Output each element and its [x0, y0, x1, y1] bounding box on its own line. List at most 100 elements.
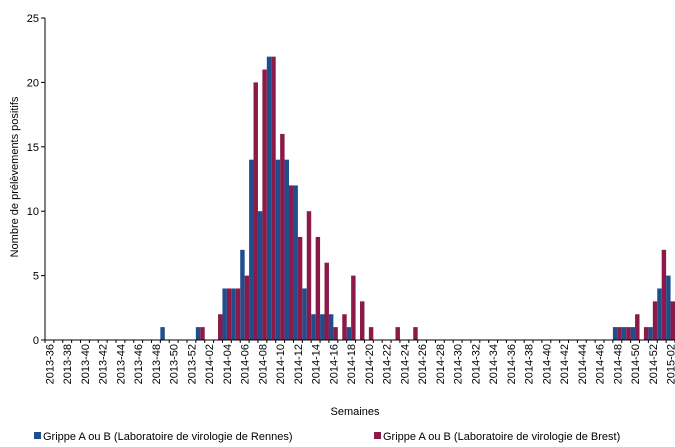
- bar-brest-2014-19: [360, 301, 365, 340]
- bar-rennes-2014-12: [293, 185, 298, 340]
- bar-rennes-2014-18: [346, 327, 352, 340]
- x-tick-label: 2014-28: [435, 344, 447, 384]
- x-tick-label: 2014-22: [382, 344, 394, 384]
- x-tick-label: 2014-02: [204, 344, 216, 384]
- tick-labels: 0 5 10 15 20 25 2013-36 2013-38 2013-40 2013-42 20…: [27, 13, 675, 384]
- bar-rennes-2014-50: [630, 327, 636, 340]
- x-axis-label: Semaines: [331, 406, 380, 418]
- x-tick-label: 2014-32: [470, 344, 482, 384]
- bar-brest-2014-51: [643, 327, 649, 340]
- legend-label-brest: Grippe A ou B (Laboratoire de virologie …: [383, 431, 620, 443]
- x-tick-label: 2013-42: [98, 344, 110, 384]
- axes: [41, 17, 675, 343]
- x-tick-label: 2014-42: [559, 344, 571, 384]
- y-tick-label: 20: [27, 77, 39, 89]
- x-tick-label: 2014-08: [257, 344, 269, 384]
- x-tick-label: 2015-02: [666, 344, 675, 384]
- x-tick-label: 2014-14: [311, 344, 323, 384]
- bar-rennes-2014-07: [249, 159, 254, 340]
- bar-rennes-2013-49: [160, 327, 165, 340]
- bar-brest-2014-04: [226, 288, 232, 340]
- bar-rennes-2014-13: [302, 288, 307, 340]
- bar-brest-2014-09: [271, 56, 276, 340]
- bar-brest-2014-49: [626, 327, 631, 340]
- x-tick-label: 2013-38: [62, 344, 74, 384]
- bar-brest-2014-23: [395, 327, 400, 340]
- bar-brest-2014-25: [413, 327, 418, 340]
- bar-rennes-2015-01: [657, 288, 662, 340]
- bar-rennes-2015-02: [666, 275, 671, 340]
- x-tick-label: 2014-48: [612, 344, 624, 384]
- x-tick-label: 2014-36: [506, 344, 518, 384]
- bar-brest-2014-15: [324, 262, 329, 340]
- bar-brest-2014-17: [342, 314, 347, 340]
- x-tick-label: 2014-16: [328, 344, 340, 384]
- bar-rennes-2014-06: [240, 249, 245, 340]
- x-tick-label: 2013-46: [133, 344, 145, 384]
- y-tick-label: 10: [27, 206, 39, 218]
- legend: Grippe A ou B (Laboratoire de virologie …: [34, 431, 620, 443]
- bar-brest-2014-52: [652, 301, 658, 340]
- bar-brest-2014-01: [200, 327, 205, 340]
- x-tick-label: 2014-20: [364, 344, 376, 384]
- x-tick-label: 2014-18: [346, 344, 358, 384]
- bar-brest-2014-13: [306, 211, 312, 340]
- x-tick-label: 2013-44: [115, 344, 127, 384]
- bar-rennes-2014-49: [621, 327, 627, 340]
- x-tick-label: 2014-40: [541, 344, 553, 384]
- bar-brest-2014-48: [617, 327, 622, 340]
- x-tick-label: 2014-06: [240, 344, 252, 384]
- bar-rennes-2014-14: [311, 314, 316, 340]
- legend-swatch-rennes: [34, 432, 41, 439]
- bar-rennes-2014-11: [284, 159, 290, 340]
- bar-rennes-2014-10: [275, 159, 281, 340]
- x-tick-label: 2014-26: [417, 344, 429, 384]
- bar-rennes-2014-09: [266, 56, 272, 340]
- bar-brest-2014-10: [280, 133, 285, 340]
- bar-brest-2014-08: [262, 69, 267, 341]
- x-tick-label: 2014-46: [595, 344, 607, 384]
- x-tick-label: 2014-04: [222, 344, 234, 384]
- bar-rennes-2014-48: [612, 327, 618, 340]
- bar-brest-2014-16: [333, 327, 338, 340]
- y-tick-label: 5: [33, 271, 39, 283]
- x-tick-label: 2013-52: [186, 344, 198, 384]
- x-tick-label: 2014-24: [399, 344, 411, 384]
- bar-rennes-2014-01: [195, 327, 201, 340]
- bar-brest-2014-18: [351, 275, 356, 340]
- x-tick-label: 2014-12: [293, 344, 305, 384]
- bars: [160, 56, 675, 341]
- y-axis-label: Nombre de prélèvements positifs: [9, 96, 21, 257]
- bar-brest-2014-07: [253, 82, 258, 341]
- legend-swatch-brest: [374, 432, 381, 439]
- y-tick-label: 0: [33, 335, 39, 347]
- bar-brest-2015-02: [670, 301, 675, 340]
- bar-brest-2014-12: [297, 236, 303, 340]
- y-tick-label: 15: [27, 142, 39, 154]
- x-tick-label: 2013-40: [80, 344, 92, 384]
- bar-rennes-2014-05: [231, 288, 236, 340]
- x-tick-label: 2014-38: [524, 344, 536, 384]
- bar-brest-2014-20: [368, 327, 374, 340]
- x-tick-label: 2014-44: [577, 344, 589, 384]
- y-tick-label: 25: [27, 13, 39, 25]
- x-tick-label: 2014-30: [453, 344, 465, 384]
- bar-brest-2014-06: [244, 275, 250, 340]
- x-tick-label: 2013-36: [44, 344, 56, 384]
- bar-rennes-2014-15: [320, 314, 325, 340]
- bar-brest-2014-11: [289, 185, 294, 340]
- x-tick-label: 2013-48: [151, 344, 163, 384]
- x-tick-label: 2014-52: [648, 344, 660, 384]
- x-tick-label: 2014-50: [630, 344, 642, 384]
- bar-brest-2014-14: [315, 236, 321, 340]
- x-tick-label: 2014-34: [488, 344, 500, 384]
- bar-brest-2014-50: [635, 314, 640, 340]
- bar-rennes-2014-08: [257, 211, 263, 340]
- bar-rennes-2014-52: [648, 327, 653, 340]
- bar-brest-2015-01: [661, 249, 667, 340]
- bar-brest-2014-05: [235, 288, 241, 340]
- bar-rennes-2014-04: [222, 288, 227, 340]
- x-tick-label: 2014-10: [275, 344, 287, 384]
- bar-brest-2014-03: [218, 314, 223, 340]
- x-tick-label: 2013-50: [169, 344, 181, 384]
